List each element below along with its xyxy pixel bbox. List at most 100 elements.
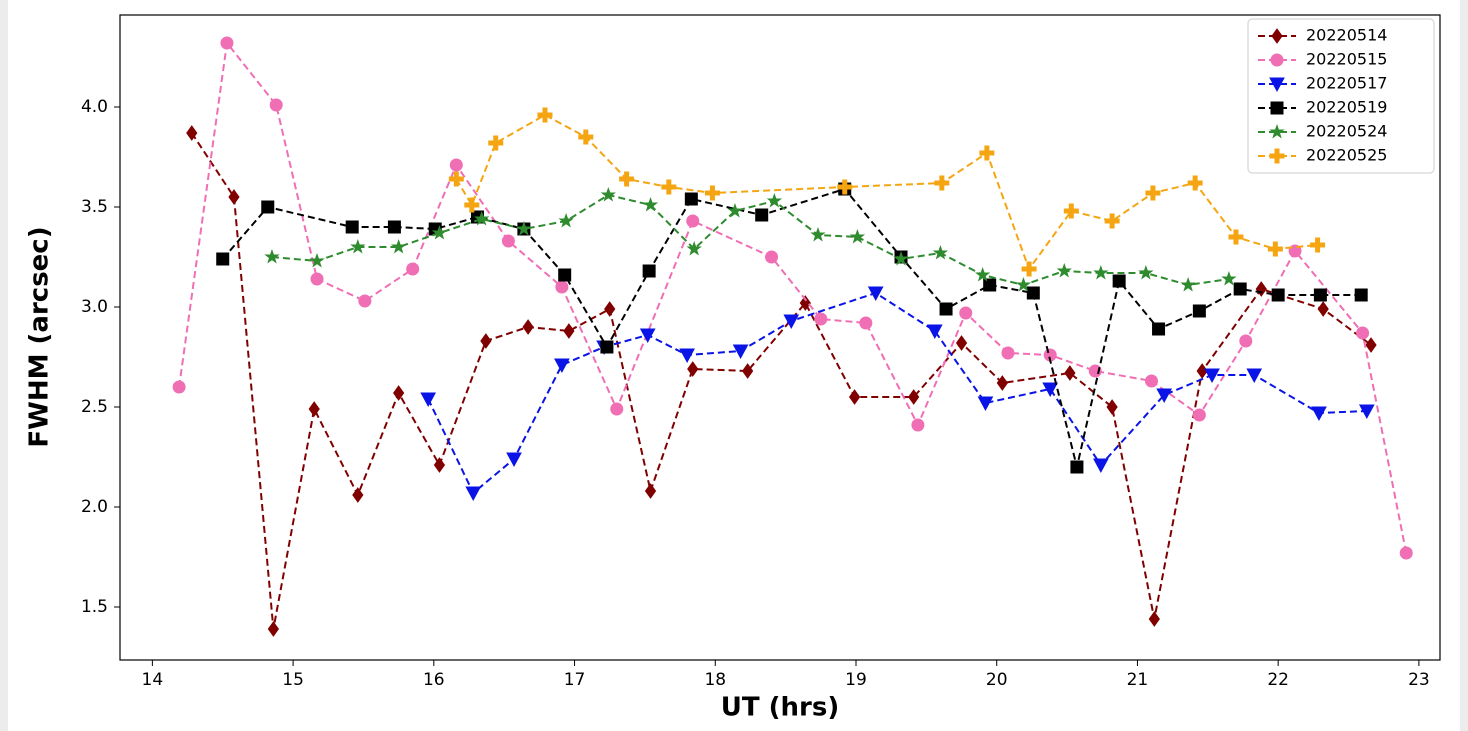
data-point xyxy=(1063,203,1079,219)
data-point xyxy=(555,280,569,294)
x-tick-label: 21 xyxy=(1127,670,1149,690)
data-point xyxy=(488,135,504,151)
data-point xyxy=(979,145,995,161)
data-point xyxy=(358,294,372,308)
data-point xyxy=(391,238,407,254)
x-tick-label: 18 xyxy=(704,670,726,690)
data-point xyxy=(848,389,861,405)
canvas xyxy=(8,0,1460,731)
data-point xyxy=(1399,546,1413,560)
data-point xyxy=(755,208,769,222)
data-point xyxy=(350,238,366,254)
legend-label: 20220514 xyxy=(1306,26,1387,45)
x-tick-label: 19 xyxy=(845,670,867,690)
data-point xyxy=(687,361,699,377)
legend-marker xyxy=(1269,77,1285,93)
data-point xyxy=(1152,322,1166,336)
data-point xyxy=(742,363,754,379)
data-point xyxy=(1358,404,1375,420)
data-point xyxy=(600,340,614,354)
data-point xyxy=(1148,611,1160,627)
data-point xyxy=(1112,274,1126,288)
data-point xyxy=(393,385,405,401)
data-point xyxy=(642,196,659,212)
data-point xyxy=(732,344,749,360)
data-point xyxy=(264,248,280,264)
data-point xyxy=(908,389,920,405)
y-tick-label: 3.0 xyxy=(81,297,108,317)
data-point xyxy=(1267,241,1283,257)
legend-marker xyxy=(1270,101,1284,115)
data-point xyxy=(578,129,594,145)
data-point xyxy=(859,316,873,330)
data-point xyxy=(975,266,991,282)
data-point xyxy=(604,301,616,317)
data-point xyxy=(661,179,677,195)
data-point xyxy=(704,185,720,201)
data-point xyxy=(686,214,700,228)
data-point xyxy=(228,189,240,205)
data-point xyxy=(522,319,534,335)
data-point xyxy=(474,210,490,226)
data-point xyxy=(814,312,828,326)
series-line xyxy=(271,193,1230,287)
data-point xyxy=(619,171,635,187)
legend-marker xyxy=(1269,123,1285,139)
legend-box xyxy=(1247,18,1435,174)
x-tick-label: 16 xyxy=(423,670,445,690)
data-point xyxy=(537,107,553,123)
data-point xyxy=(1042,382,1059,398)
y-tick-label: 2.0 xyxy=(81,497,108,517)
x-tick-label: 14 xyxy=(142,670,164,690)
data-point xyxy=(1271,288,1285,302)
x-tick-label: 17 xyxy=(564,670,586,690)
data-point xyxy=(1313,288,1327,302)
data-point xyxy=(406,262,420,276)
data-point xyxy=(309,252,325,268)
data-point xyxy=(955,335,968,351)
y-axis-title: FWHM (arcsec) xyxy=(25,226,55,447)
data-point xyxy=(932,244,949,260)
data-point xyxy=(1138,264,1154,280)
data-point xyxy=(216,252,230,266)
data-point xyxy=(1239,334,1253,348)
data-point xyxy=(345,220,359,234)
data-point xyxy=(1192,408,1206,422)
data-point xyxy=(893,250,909,266)
data-point xyxy=(679,348,695,364)
x-tick-label: 20 xyxy=(986,670,1008,690)
data-point xyxy=(610,402,624,416)
data-point xyxy=(977,396,994,412)
legend-label: 20220519 xyxy=(1306,98,1387,117)
data-point xyxy=(1246,368,1263,384)
data-point xyxy=(558,268,572,282)
y-tick-label: 3.5 xyxy=(81,197,108,217)
data-point xyxy=(1317,301,1329,317)
data-point xyxy=(516,220,532,236)
legend-marker xyxy=(1269,148,1285,164)
data-point xyxy=(269,98,283,112)
legend-marker xyxy=(1270,53,1284,67)
data-point xyxy=(1093,458,1109,474)
data-point xyxy=(563,323,575,339)
data-point xyxy=(1356,326,1370,340)
data-point xyxy=(506,452,522,468)
data-point xyxy=(1056,262,1072,278)
data-point xyxy=(433,457,446,473)
data-point xyxy=(926,324,943,340)
x-axis-title: UT (hrs) xyxy=(721,693,839,723)
data-point xyxy=(1021,261,1037,277)
data-point xyxy=(911,418,925,432)
data-point xyxy=(267,621,280,637)
data-point xyxy=(480,333,492,349)
data-point xyxy=(837,179,853,195)
data-point xyxy=(1064,365,1076,381)
data-point xyxy=(765,250,779,264)
data-point xyxy=(449,158,463,172)
data-point xyxy=(1310,237,1326,253)
data-point xyxy=(1228,229,1244,245)
data-point xyxy=(766,192,783,208)
data-point xyxy=(849,228,866,244)
